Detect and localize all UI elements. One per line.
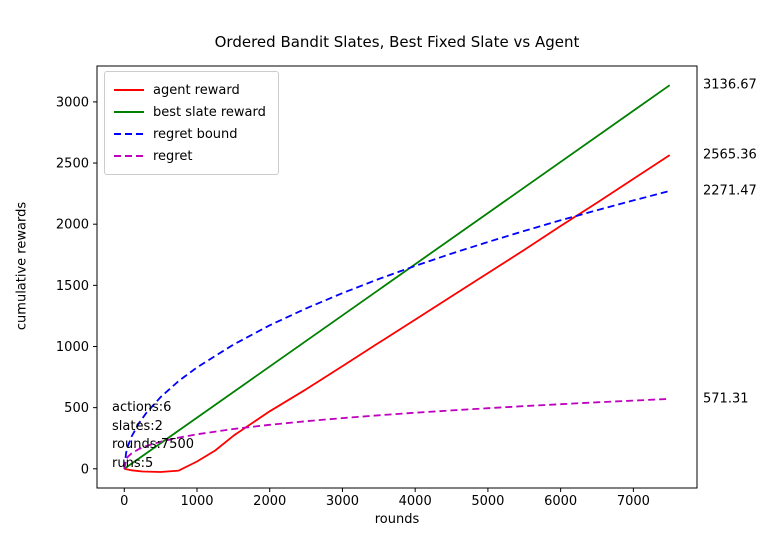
legend-label-regret: regret: [153, 148, 193, 164]
series-line-regret-bound: [123, 190, 670, 469]
series-line-best-slate-reward: [123, 84, 671, 470]
legend-item-agent-reward: agent reward: [114, 79, 266, 101]
legend-item-regret: regret: [114, 145, 266, 167]
legend-line-sample-regret-bound: [114, 133, 144, 135]
legend-line-sample-agent-reward: [114, 89, 144, 91]
x-tick-label: 5000: [471, 494, 504, 509]
end-value-label: 2271.47: [703, 183, 757, 199]
param-line-slates: slates:2: [112, 418, 163, 434]
legend-line-sample-best-slate-reward: [114, 111, 144, 113]
params-annotation: actions:6 slates:2 rounds:7500 runs:5: [112, 399, 194, 473]
x-axis-label: rounds: [374, 512, 420, 527]
param-line-runs: runs:5: [112, 455, 154, 471]
series-line-agent-reward: [124, 154, 671, 473]
param-line-rounds: rounds:7500: [112, 437, 194, 452]
x-tick-label: 7000: [617, 494, 650, 509]
y-tick-label: 1000: [56, 340, 89, 355]
x-tick-label: 0: [120, 494, 128, 509]
legend-line-sample-regret: [114, 155, 144, 157]
y-tick-label: 3000: [56, 95, 89, 110]
x-tick-label: 2000: [253, 494, 286, 509]
end-value-label: 2565.36: [703, 147, 757, 163]
legend-item-regret-bound: regret bound: [114, 123, 266, 145]
x-tick-label: 6000: [544, 494, 577, 509]
y-tick-label: 500: [64, 401, 89, 416]
y-tick-label: 2000: [56, 218, 89, 233]
x-tick-label: 4000: [399, 494, 432, 509]
series-line-regret: [123, 398, 670, 469]
param-line-actions: actions:6: [112, 400, 172, 415]
x-tick-label: 3000: [326, 494, 359, 509]
x-tick-label: 1000: [180, 494, 213, 509]
legend-label-agent-reward: agent reward: [153, 82, 240, 98]
legend-item-best-slate-reward: best slate reward: [114, 101, 266, 123]
legend-label-best-slate-reward: best slate reward: [153, 104, 266, 120]
legend: agent reward best slate reward regret boun…: [104, 71, 279, 175]
end-value-label: 3136.67: [703, 77, 757, 93]
y-tick-label: 2500: [56, 157, 89, 172]
end-value-label: 571.31: [703, 391, 749, 407]
axes-frame: [96, 65, 698, 489]
y-tick-label: 0: [81, 462, 89, 477]
legend-label-regret-bound: regret bound: [153, 126, 238, 142]
y-tick-label: 1500: [56, 279, 89, 294]
chart-title: Ordered Bandit Slates, Best Fixed Slate …: [214, 33, 580, 51]
